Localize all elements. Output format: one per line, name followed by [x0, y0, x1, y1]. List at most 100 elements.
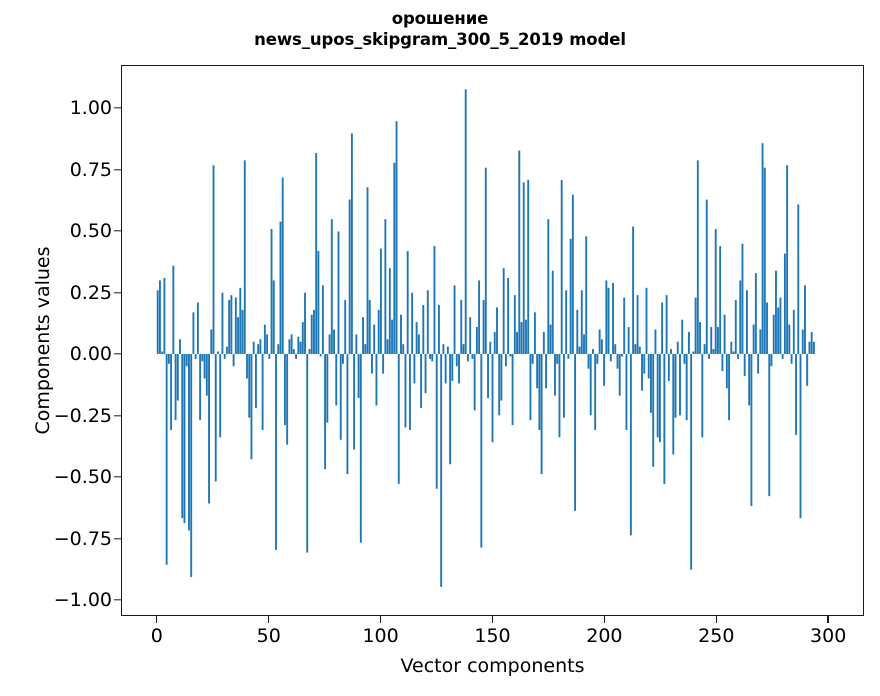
- bar: [623, 297, 626, 354]
- bar: [364, 344, 367, 354]
- bar: [516, 331, 519, 354]
- bar: [652, 353, 655, 467]
- bar: [451, 353, 454, 381]
- bar: [721, 353, 724, 372]
- x-tick-mark: [379, 616, 382, 623]
- bar: [339, 353, 342, 440]
- x-tick-mark: [268, 616, 270, 623]
- bar: [402, 344, 405, 354]
- y-tick-label: −0.50: [53, 466, 112, 489]
- bar: [455, 353, 458, 367]
- bar: [420, 353, 423, 408]
- x-tick-label: 250: [698, 625, 735, 647]
- bar: [196, 302, 199, 354]
- x-tick-label: 100: [362, 625, 399, 647]
- y-tick-mark: [114, 599, 121, 601]
- bar: [442, 344, 445, 354]
- bar: [665, 295, 668, 354]
- bar: [384, 219, 387, 354]
- bar: [295, 353, 298, 359]
- bar: [484, 167, 487, 354]
- bar: [270, 228, 273, 354]
- bar: [272, 280, 275, 354]
- bar: [176, 353, 179, 401]
- bar: [600, 339, 603, 354]
- bar: [498, 353, 501, 416]
- bar: [679, 353, 681, 416]
- bar: [603, 353, 606, 386]
- bar: [489, 341, 492, 354]
- bar: [502, 268, 505, 354]
- bar: [627, 327, 630, 354]
- bar: [614, 344, 617, 354]
- bar: [306, 353, 309, 553]
- bar-series-canvas: [156, 89, 815, 587]
- y-tick-label: −1.00: [53, 589, 112, 611]
- bar: [676, 341, 679, 354]
- bar: [344, 300, 347, 354]
- bar: [612, 282, 614, 354]
- bar: [333, 329, 335, 354]
- bar: [286, 353, 289, 445]
- bar: [201, 353, 204, 362]
- bar: [275, 353, 277, 551]
- bar: [540, 353, 543, 475]
- bar: [716, 327, 719, 354]
- x-tick-mark: [603, 616, 606, 623]
- y-tick-mark: [114, 353, 121, 355]
- bar: [328, 334, 331, 354]
- bar: [643, 353, 646, 374]
- bar: [219, 353, 222, 438]
- bar: [203, 353, 206, 379]
- bar: [792, 309, 795, 354]
- bar: [292, 349, 295, 354]
- bar: [259, 339, 262, 354]
- bar: [719, 246, 722, 354]
- bar: [170, 353, 173, 430]
- bar: [761, 143, 764, 354]
- bar: [357, 353, 360, 399]
- bar: [460, 300, 463, 354]
- bar: [507, 277, 510, 354]
- bar: [299, 341, 302, 354]
- bar: [670, 349, 673, 354]
- bar: [230, 295, 233, 354]
- bar: [246, 353, 248, 379]
- bar: [190, 353, 193, 578]
- bar: [210, 329, 213, 354]
- bar: [806, 353, 809, 386]
- bar: [632, 226, 635, 354]
- x-tick-label: 50: [256, 625, 281, 647]
- bar: [268, 353, 271, 359]
- bar: [208, 353, 210, 504]
- bar: [449, 353, 452, 465]
- bar: [783, 253, 786, 354]
- bar: [647, 353, 650, 379]
- bar: [645, 287, 648, 354]
- bar: [745, 290, 748, 354]
- bar: [373, 324, 376, 354]
- bar: [500, 353, 503, 401]
- bar: [734, 300, 737, 354]
- chart-title-line-1: орошение: [391, 9, 489, 28]
- bar: [422, 304, 425, 354]
- bar: [371, 353, 373, 374]
- bar: [232, 353, 235, 367]
- bar: [288, 339, 291, 354]
- bar: [377, 309, 380, 354]
- bar: [167, 353, 170, 364]
- x-axis-label: Vector components: [400, 655, 585, 677]
- bar: [324, 353, 327, 470]
- bar: [444, 353, 447, 384]
- bar: [551, 270, 554, 354]
- bar: [710, 327, 713, 354]
- bar: [462, 344, 465, 354]
- bar: [728, 353, 731, 421]
- y-tick-mark: [114, 230, 121, 232]
- bar: [748, 353, 751, 406]
- bar: [185, 353, 188, 367]
- bar: [346, 353, 349, 475]
- bar: [266, 334, 269, 354]
- bar: [618, 353, 621, 396]
- bar: [712, 349, 715, 354]
